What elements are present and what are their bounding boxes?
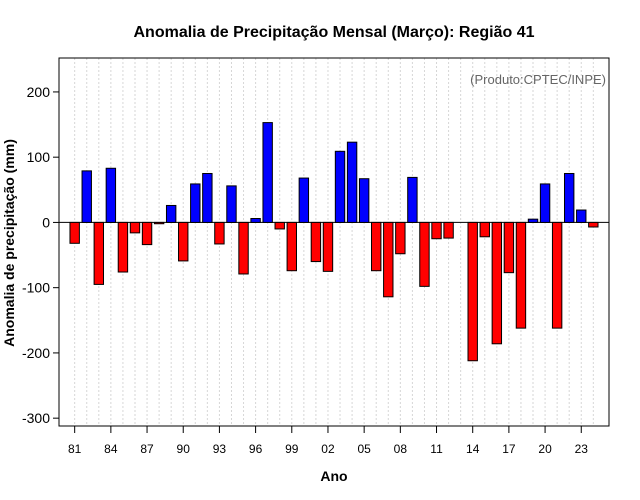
y-tick-label: 200 [27, 84, 51, 100]
bar [286, 221, 297, 272]
bar [178, 221, 189, 262]
bar [443, 221, 454, 239]
chart-title: Anomalia de Precipitação Mensal (Março):… [133, 24, 534, 41]
bar [383, 221, 394, 298]
x-tick-label: 23 [575, 442, 589, 456]
bar [431, 221, 442, 240]
bar [214, 221, 225, 245]
bar [165, 204, 177, 223]
bar [310, 221, 322, 263]
x-tick-label: 11 [430, 442, 443, 456]
bar [105, 167, 117, 223]
x-tick-label: 93 [213, 442, 227, 456]
x-tick-label: 84 [104, 442, 118, 456]
x-tick-label: 02 [321, 442, 335, 456]
bar [503, 221, 515, 274]
bar [563, 172, 575, 223]
y-tick-label: 0 [42, 214, 50, 230]
bar [346, 141, 358, 223]
bar [322, 221, 334, 272]
grid-lines [74, 58, 594, 426]
bar [190, 183, 201, 223]
x-tick-label: 08 [394, 442, 408, 456]
x-tick-label: 87 [140, 442, 154, 456]
bar [298, 177, 310, 223]
bar [202, 172, 213, 223]
y-axis: -300 -200 -100 0 100 200 [22, 84, 59, 426]
x-tick-label: 96 [249, 442, 263, 456]
source-annotation: (Produto:CPTEC/INPE) [470, 72, 606, 87]
bar [527, 218, 539, 223]
x-tick-label: 90 [177, 442, 191, 456]
bar [93, 221, 105, 285]
bars [69, 122, 599, 362]
x-tick-label: 17 [502, 442, 516, 456]
x-tick-label: 81 [68, 442, 82, 456]
bar [69, 221, 80, 244]
bar [588, 221, 599, 228]
bar [419, 221, 430, 287]
bar [250, 218, 261, 223]
y-tick-label: -200 [22, 345, 50, 361]
bar [407, 176, 418, 223]
x-tick-label: 99 [285, 442, 299, 456]
y-tick-label: -300 [22, 410, 50, 426]
bar [81, 170, 92, 223]
y-axis-label: Anomalia de precipitação (mm) [1, 139, 17, 347]
x-tick-label: 14 [466, 442, 480, 456]
bar [479, 221, 490, 238]
bar [551, 221, 563, 329]
bar [117, 221, 129, 273]
bar [226, 185, 237, 223]
bar [395, 221, 406, 255]
bar [141, 221, 153, 246]
bar [238, 221, 249, 275]
bar [371, 221, 382, 272]
bar [274, 221, 285, 230]
plot-frame [58, 57, 610, 427]
bar [467, 221, 478, 362]
y-tick-label: 100 [27, 149, 51, 165]
bar [153, 221, 165, 225]
bar [334, 150, 346, 223]
x-tick-label: 05 [357, 442, 371, 456]
bar [576, 209, 587, 223]
x-tick-label: 20 [538, 442, 552, 456]
bar [358, 178, 370, 223]
x-axis-label: Ano [320, 468, 347, 484]
bar [515, 221, 527, 329]
bar [539, 183, 551, 223]
x-axis: 81 84 87 90 93 96 99 02 05 08 11 14 17 20 23 [68, 426, 588, 456]
bar [129, 221, 141, 234]
bar [262, 122, 273, 223]
bar [491, 221, 503, 345]
y-tick-label: -100 [22, 280, 50, 296]
